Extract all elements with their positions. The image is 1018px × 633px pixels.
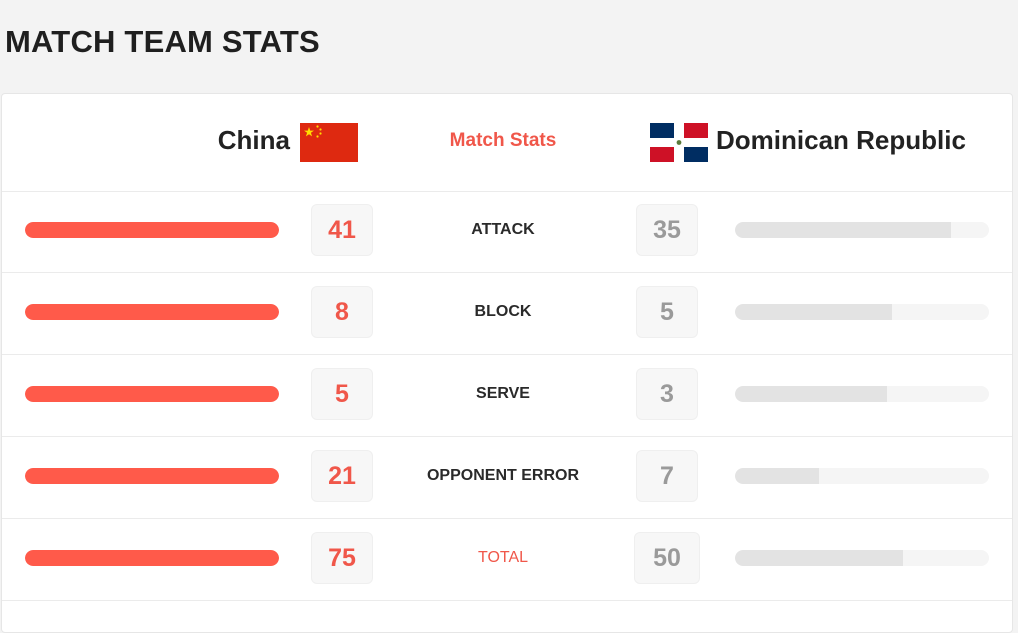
away-stat-bar <box>735 304 989 320</box>
away-stat-value: 7 <box>636 450 698 502</box>
home-stat-bar <box>25 386 279 402</box>
away-stat-bar-fill <box>735 468 819 484</box>
away-stat-bar-fill <box>735 550 903 566</box>
away-stat-value: 50 <box>634 532 700 584</box>
stat-label: SERVE <box>476 385 530 402</box>
stat-label: TOTAL <box>477 549 529 566</box>
stat-row-block: 8 BLOCK 5 <box>2 273 1012 355</box>
team-stats-card: China Match Stats Dominican Republic 41 A… <box>1 93 1013 633</box>
stat-label: OPPONENT ERROR <box>426 467 579 484</box>
match-stats-heading: Match Stats <box>449 130 557 151</box>
away-team-name[interactable]: Dominican Republic <box>716 125 966 155</box>
home-stat-value: 21 <box>311 450 373 502</box>
home-stat-value: 8 <box>311 286 373 338</box>
away-stat-bar <box>735 468 989 484</box>
home-stat-bar-fill <box>25 386 279 402</box>
home-stat-bar <box>25 468 279 484</box>
away-stat-bar <box>735 550 989 566</box>
away-stat-value: 35 <box>636 204 698 256</box>
away-stat-bar-fill <box>735 222 951 238</box>
home-stat-bar <box>25 550 279 566</box>
home-stat-bar-fill <box>25 550 279 566</box>
stat-row-attack: 41 ATTACK 35 <box>2 191 1012 273</box>
page-title: MATCH TEAM STATS <box>5 24 320 59</box>
teams-header: China Match Stats Dominican Republic <box>2 94 1012 192</box>
away-stat-bar-fill <box>735 304 893 320</box>
home-stat-value: 41 <box>311 204 373 256</box>
away-stat-value: 3 <box>636 368 698 420</box>
away-stat-bar <box>735 222 989 238</box>
stat-row-total: 75 TOTAL 50 <box>2 519 1012 601</box>
home-stat-bar-fill <box>25 304 279 320</box>
home-stat-value: 5 <box>311 368 373 420</box>
away-stat-bar <box>735 386 989 402</box>
away-stat-bar-fill <box>735 386 888 402</box>
home-stat-bar-fill <box>25 222 279 238</box>
stat-row-serve: 5 SERVE 3 <box>2 355 1012 437</box>
home-stat-bar <box>25 222 279 238</box>
dominican-republic-flag-icon <box>650 123 708 162</box>
stat-label: BLOCK <box>474 303 532 320</box>
stat-row-opponent-error: 21 OPPONENT ERROR 7 <box>2 437 1012 519</box>
home-stat-bar-fill <box>25 468 279 484</box>
home-stat-bar <box>25 304 279 320</box>
stat-label: ATTACK <box>471 221 535 238</box>
china-flag-icon <box>300 123 358 162</box>
away-stat-value: 5 <box>636 286 698 338</box>
home-team-name[interactable]: China <box>217 125 290 155</box>
home-stat-value: 75 <box>311 532 373 584</box>
